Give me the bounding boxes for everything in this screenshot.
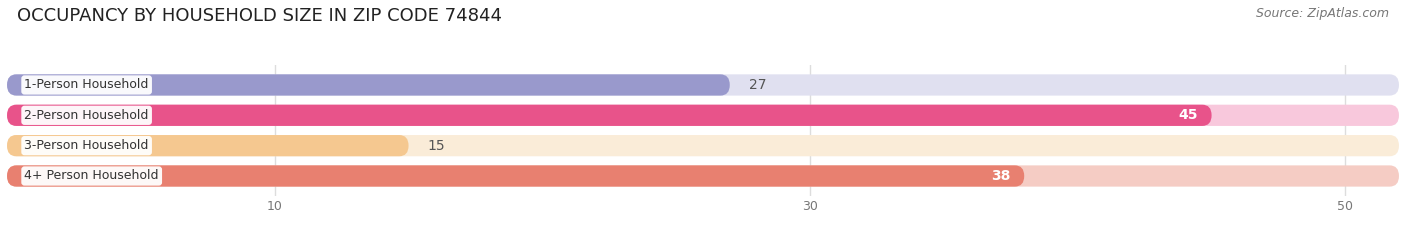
Text: 4+ Person Household: 4+ Person Household	[24, 169, 159, 182]
Text: 38: 38	[991, 169, 1011, 183]
FancyBboxPatch shape	[7, 165, 1399, 187]
Text: 2-Person Household: 2-Person Household	[24, 109, 149, 122]
FancyBboxPatch shape	[7, 105, 1212, 126]
FancyBboxPatch shape	[7, 135, 1399, 156]
Text: OCCUPANCY BY HOUSEHOLD SIZE IN ZIP CODE 74844: OCCUPANCY BY HOUSEHOLD SIZE IN ZIP CODE …	[17, 7, 502, 25]
FancyBboxPatch shape	[7, 74, 730, 96]
FancyBboxPatch shape	[7, 165, 1024, 187]
Text: 27: 27	[748, 78, 766, 92]
FancyBboxPatch shape	[7, 135, 409, 156]
Text: 3-Person Household: 3-Person Household	[24, 139, 149, 152]
Text: 15: 15	[427, 139, 444, 153]
Text: Source: ZipAtlas.com: Source: ZipAtlas.com	[1256, 7, 1389, 20]
Text: 1-Person Household: 1-Person Household	[24, 79, 149, 92]
FancyBboxPatch shape	[7, 105, 1399, 126]
Text: 45: 45	[1178, 108, 1198, 122]
FancyBboxPatch shape	[7, 74, 1399, 96]
